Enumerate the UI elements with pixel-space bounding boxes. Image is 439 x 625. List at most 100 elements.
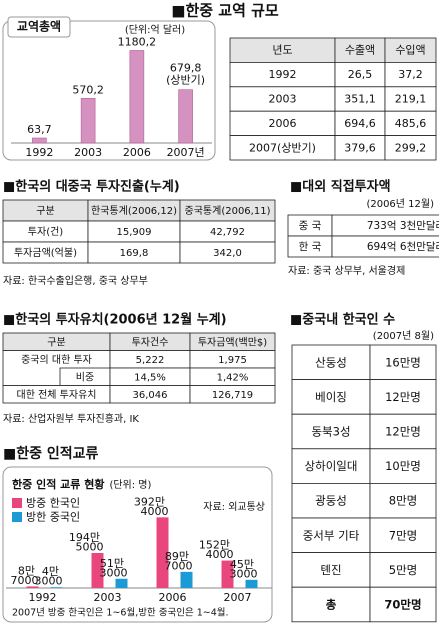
value-label: 45만 3000: [230, 558, 258, 581]
table-cell: [331, 235, 439, 258]
chart-frame: [2, 466, 273, 623]
chart-title: 교역총액: [17, 19, 61, 34]
source: 자료: 산업자원부 투자진흥과, IK: [3, 412, 139, 425]
value-label: 570,2: [72, 83, 104, 96]
table-cell: [334, 86, 386, 112]
cell-text: 1992: [269, 68, 297, 81]
x-tick-label: 2006: [123, 146, 151, 159]
cell-text: 중국의 대한 투자: [21, 354, 92, 366]
legend-label: 방한 중국인: [26, 511, 80, 524]
cell-text: 2006: [269, 117, 297, 130]
table-cell: [229, 37, 336, 63]
source: 자료: 한국수출입은행, 중국 상무부: [3, 274, 148, 287]
bar: [129, 50, 145, 144]
cell-text: 년도: [272, 44, 292, 57]
cell-text: 694억 6천만달러: [367, 241, 439, 253]
table-cell: [291, 517, 371, 553]
subtitle: (2006년 12월): [366, 198, 434, 210]
cell-text: 7만명: [389, 528, 417, 542]
table-cell: [369, 586, 437, 623]
cell-text: 8만명: [389, 494, 417, 508]
cell-text: 동북3성: [311, 425, 350, 439]
bar: [178, 89, 193, 144]
bar: [26, 586, 39, 588]
cell-text: 15,909: [117, 227, 152, 238]
cell-text: 투자(건): [28, 226, 64, 238]
table-cell: [384, 62, 437, 88]
value-label: 4만 3000: [35, 565, 63, 588]
table-cell: [291, 413, 371, 450]
cell-text: 상하이일대: [305, 459, 358, 473]
cell-text: 한 국: [299, 241, 322, 253]
table-cell: [384, 37, 437, 63]
bar: [180, 571, 193, 588]
cell-text: 중서부 기타: [303, 528, 360, 542]
cell-text: 16만명: [385, 355, 421, 369]
table-cell: [291, 344, 371, 380]
cell-text: 12만명: [385, 425, 421, 439]
table-cell: [334, 135, 386, 161]
value-label: 89만 7000: [165, 550, 193, 573]
x-tick-label: 1992: [25, 146, 53, 159]
cell-text: 산둥성: [315, 355, 347, 369]
x-tick-label: 2003: [94, 591, 122, 604]
cell-text: 총: [326, 598, 337, 612]
x-tick-label: 2007년: [167, 146, 205, 159]
cell-text: 비중: [76, 371, 94, 383]
legend-label: 방중 한국인: [26, 497, 80, 510]
value-label: 152만 4000: [199, 539, 234, 562]
value-label: 392만 4000: [134, 495, 169, 518]
table-cell: [369, 482, 437, 519]
cell-text: 수출액: [345, 44, 375, 57]
cell-text: 37,2: [398, 68, 423, 81]
table-cell: [229, 135, 336, 161]
cell-text: 26,5: [348, 68, 373, 81]
bar: [91, 552, 104, 588]
table-cell: [291, 448, 371, 484]
legend-swatch: [12, 498, 22, 508]
cell-text: 12만명: [385, 390, 421, 404]
heading: ■한중 교역 규모: [171, 2, 279, 20]
table-cell: [369, 413, 437, 450]
table-cell: [229, 86, 336, 112]
cell-text: 중 국: [299, 220, 322, 232]
legend-swatch: [12, 512, 22, 522]
cell-text: 14,5%: [134, 372, 166, 383]
bar: [156, 517, 169, 588]
table-cell: [179, 241, 276, 264]
cell-text: 수입액: [395, 44, 425, 57]
cell-text: 10만명: [385, 459, 421, 473]
value-label: 679,8: [170, 62, 202, 75]
source: 자료: 중국 상무부, 서울경제: [288, 264, 405, 277]
cell-text: 투자금액(억불): [14, 247, 77, 259]
heading: ■중국내 한국인 수: [290, 312, 395, 328]
chart-subtitle: (단위: 명): [109, 478, 151, 491]
cell-text: 톈진: [320, 563, 341, 577]
table-cell: [334, 110, 386, 136]
x-tick-label: 2007: [224, 591, 252, 604]
table-cell: [189, 385, 276, 404]
cell-text: 광둥성: [315, 494, 347, 508]
value-label: 1180,2: [118, 35, 157, 48]
chart-subtitle: (단위:억 달러): [125, 23, 185, 36]
cell-text: 1,975: [218, 355, 247, 366]
chart-title: 한중 인적 교류 현황: [12, 477, 104, 491]
x-tick-label: 2003: [74, 146, 102, 159]
cell-text: 구분: [47, 336, 65, 348]
table-cell: [334, 62, 386, 88]
chart-frame: [2, 20, 216, 161]
value-label: 63,7: [27, 123, 52, 136]
table-cell: [384, 135, 437, 161]
heading: ■한국의 투자유치(2006년 12월 누계): [3, 312, 227, 328]
annotation: (상반기): [166, 74, 205, 87]
cell-text: 한국통계(2006,12): [91, 205, 177, 217]
cell-text: 36,046: [133, 390, 168, 401]
cell-text: 351,1: [344, 93, 376, 106]
cell-text: 219,1: [395, 93, 427, 106]
value-label: 51만 3000: [100, 557, 128, 580]
table-cell: [369, 448, 437, 484]
cell-text: 70만명: [384, 598, 421, 612]
value-label: 194만 5000: [69, 531, 104, 554]
